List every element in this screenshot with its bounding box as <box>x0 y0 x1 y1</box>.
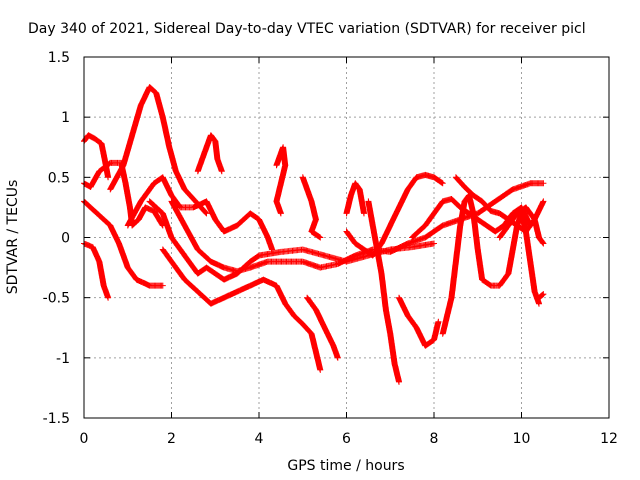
series-sat-n <box>343 180 367 217</box>
series-sat-l <box>299 174 324 241</box>
marker-trace <box>159 246 324 373</box>
y-tick-label: 0.5 <box>48 170 70 186</box>
marker-trace <box>343 180 367 217</box>
marker-trace <box>81 240 112 301</box>
series-sat-u <box>496 204 547 247</box>
x-axis-label: GPS time / hours <box>287 458 404 474</box>
x-tick-label: 12 <box>600 431 618 447</box>
y-axis-label: SDTVAR / TECUs <box>5 180 21 295</box>
y-tick-label: 1.5 <box>48 50 70 66</box>
x-tick-label: 4 <box>255 431 264 447</box>
series-sat-p <box>343 171 446 259</box>
y-tick-label: -0.5 <box>43 291 70 307</box>
x-tick-labels: 0 2 4 6 8 10 12 <box>80 431 618 447</box>
marker-trace <box>107 84 210 217</box>
series-sat-v <box>536 291 547 301</box>
plot-frame <box>83 56 610 419</box>
series-sat-a <box>81 240 112 301</box>
grid-lines <box>84 57 609 418</box>
marker-trace <box>273 144 289 217</box>
series-sat-q <box>396 294 442 349</box>
series-sat-g <box>124 174 276 253</box>
marker-trace <box>124 174 276 253</box>
y-tick-label: 1 <box>61 110 70 126</box>
y-tick-label: -1.5 <box>43 411 70 427</box>
marker-trace <box>194 132 225 175</box>
series-sat-k <box>273 144 289 217</box>
series-sat-f <box>194 132 225 175</box>
marker-trace <box>365 198 402 385</box>
marker-trace <box>304 294 341 361</box>
chart-title: Day 340 of 2021, Sidereal Day-to-day VTE… <box>28 21 586 37</box>
series-sat-s <box>439 192 542 337</box>
marker-trace <box>536 291 547 301</box>
x-tick-label: 6 <box>342 431 351 447</box>
x-tick-label: 2 <box>167 431 176 447</box>
y-tick-labels: -1.5 -1 -0.5 0 0.5 1 1.5 <box>43 50 70 427</box>
y-tick-label: 0 <box>61 231 70 247</box>
marker-trace <box>439 192 542 337</box>
y-tick-label: -1 <box>56 351 70 367</box>
marker-trace <box>343 171 446 259</box>
data-markers <box>81 84 547 385</box>
x-tick-label: 8 <box>430 431 439 447</box>
marker-trace <box>496 204 547 247</box>
series-sat-o <box>365 198 402 385</box>
x-tick-label: 10 <box>513 431 531 447</box>
series-sat-i <box>159 246 324 373</box>
marker-trace <box>299 174 324 241</box>
x-tick-label: 0 <box>80 431 89 447</box>
series-sat-e <box>107 84 210 217</box>
marker-trace <box>396 294 442 349</box>
series-sat-m <box>304 294 341 361</box>
